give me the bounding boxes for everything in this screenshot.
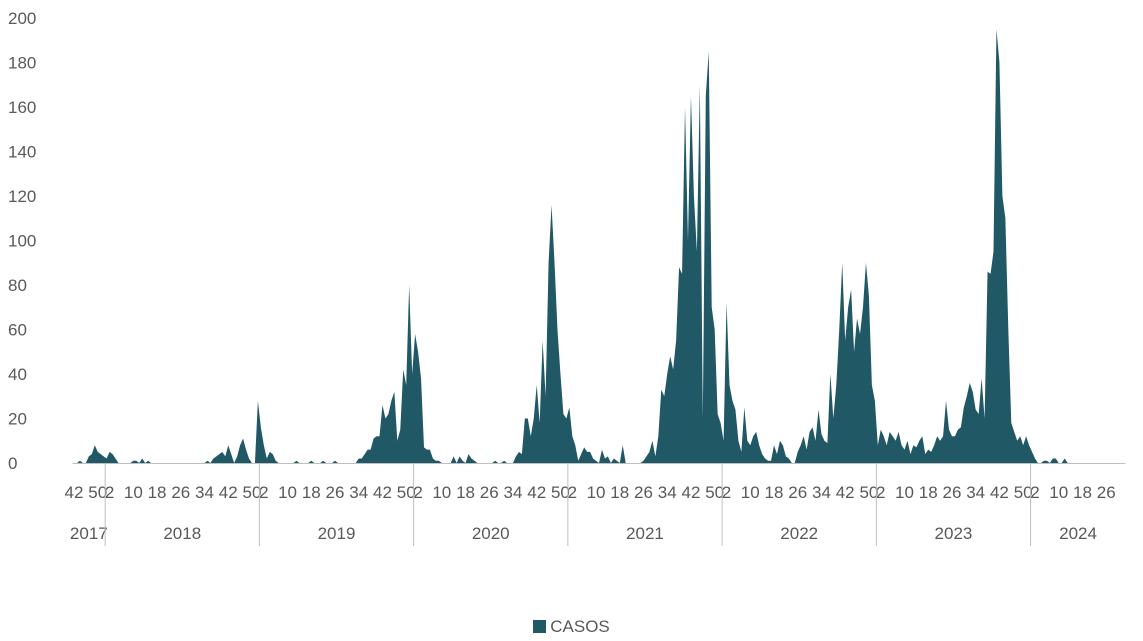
x-tick-label-week: 10 (278, 483, 297, 502)
y-tick-label: 80 (8, 276, 27, 295)
x-tick-label-week: 26 (634, 483, 653, 502)
x-tick-label-week: 34 (658, 483, 677, 502)
x-tick-label-year: 2024 (1059, 524, 1097, 543)
x-tick-label-week: 2 (413, 483, 422, 502)
x-tick-label-week: 42 (681, 483, 700, 502)
x-tick-label-week: 26 (480, 483, 499, 502)
x-tick-label-year: 2023 (935, 524, 973, 543)
x-tick-label-week: 42 (65, 483, 84, 502)
y-tick-label: 100 (8, 232, 36, 251)
y-tick-label: 60 (8, 321, 27, 340)
x-tick-label-week: 2 (876, 483, 885, 502)
x-tick-label-week: 10 (895, 483, 914, 502)
x-tick-label-week: 18 (456, 483, 475, 502)
y-tick-label: 180 (8, 54, 36, 73)
x-tick-label-week: 18 (148, 483, 167, 502)
x-tick-label-week: 42 (836, 483, 855, 502)
x-tick-label-week: 2 (722, 483, 731, 502)
x-tick-label-week: 42 (219, 483, 238, 502)
x-tick-label-week: 10 (124, 483, 143, 502)
y-tick-label: 0 (8, 454, 17, 473)
x-tick-label-week: 10 (587, 483, 606, 502)
y-tick-label: 20 (8, 410, 27, 429)
x-tick-label-week: 26 (943, 483, 962, 502)
series-area-casos (74, 29, 1124, 463)
x-tick-label-week: 26 (171, 483, 190, 502)
x-tick-label-week: 2 (105, 483, 114, 502)
x-tick-label-week: 26 (1097, 483, 1116, 502)
x-tick-label-week: 2 (1030, 483, 1039, 502)
x-tick-label-week: 34 (966, 483, 985, 502)
x-tick-label-week: 18 (919, 483, 938, 502)
y-axis: 0 20 40 60 80 100 120 140 160 180 200 (8, 9, 36, 473)
x-tick-label-year: 2018 (163, 524, 201, 543)
x-tick-label-year: 2022 (780, 524, 818, 543)
legend: CASOS (0, 617, 1143, 637)
x-tick-label-week: 18 (765, 483, 784, 502)
y-tick-label: 200 (8, 9, 36, 28)
x-tick-label-week: 34 (349, 483, 368, 502)
x-tick-label-week: 42 (527, 483, 546, 502)
x-tick-label-week: 42 (373, 483, 392, 502)
y-tick-label: 160 (8, 98, 36, 117)
x-tick-label-week: 18 (302, 483, 321, 502)
x-tick-label-week: 2 (568, 483, 577, 502)
x-tick-label-year: 2017 (70, 524, 108, 543)
y-tick-label: 140 (8, 143, 36, 162)
x-tick-label-week: 10 (741, 483, 760, 502)
x-tick-label-week: 2 (259, 483, 268, 502)
x-tick-label-week: 42 (990, 483, 1009, 502)
legend-swatch-casos (533, 620, 546, 633)
x-tick-label-week: 10 (1049, 483, 1068, 502)
x-tick-label-week: 18 (1073, 483, 1092, 502)
y-tick-label: 120 (8, 187, 36, 206)
x-tick-label-week: 26 (788, 483, 807, 502)
x-tick-label-week: 26 (326, 483, 345, 502)
legend-label-casos: CASOS (550, 617, 610, 636)
x-tick-label-year: 2019 (318, 524, 356, 543)
x-tick-label-year: 2020 (472, 524, 510, 543)
x-tick-label-week: 34 (812, 483, 831, 502)
x-tick-label-year: 2021 (626, 524, 664, 543)
x-tick-label-week: 10 (432, 483, 451, 502)
x-tick-label-week: 18 (610, 483, 629, 502)
x-tick-label-week: 34 (504, 483, 523, 502)
x-tick-label-week: 34 (195, 483, 214, 502)
y-tick-label: 40 (8, 365, 27, 384)
